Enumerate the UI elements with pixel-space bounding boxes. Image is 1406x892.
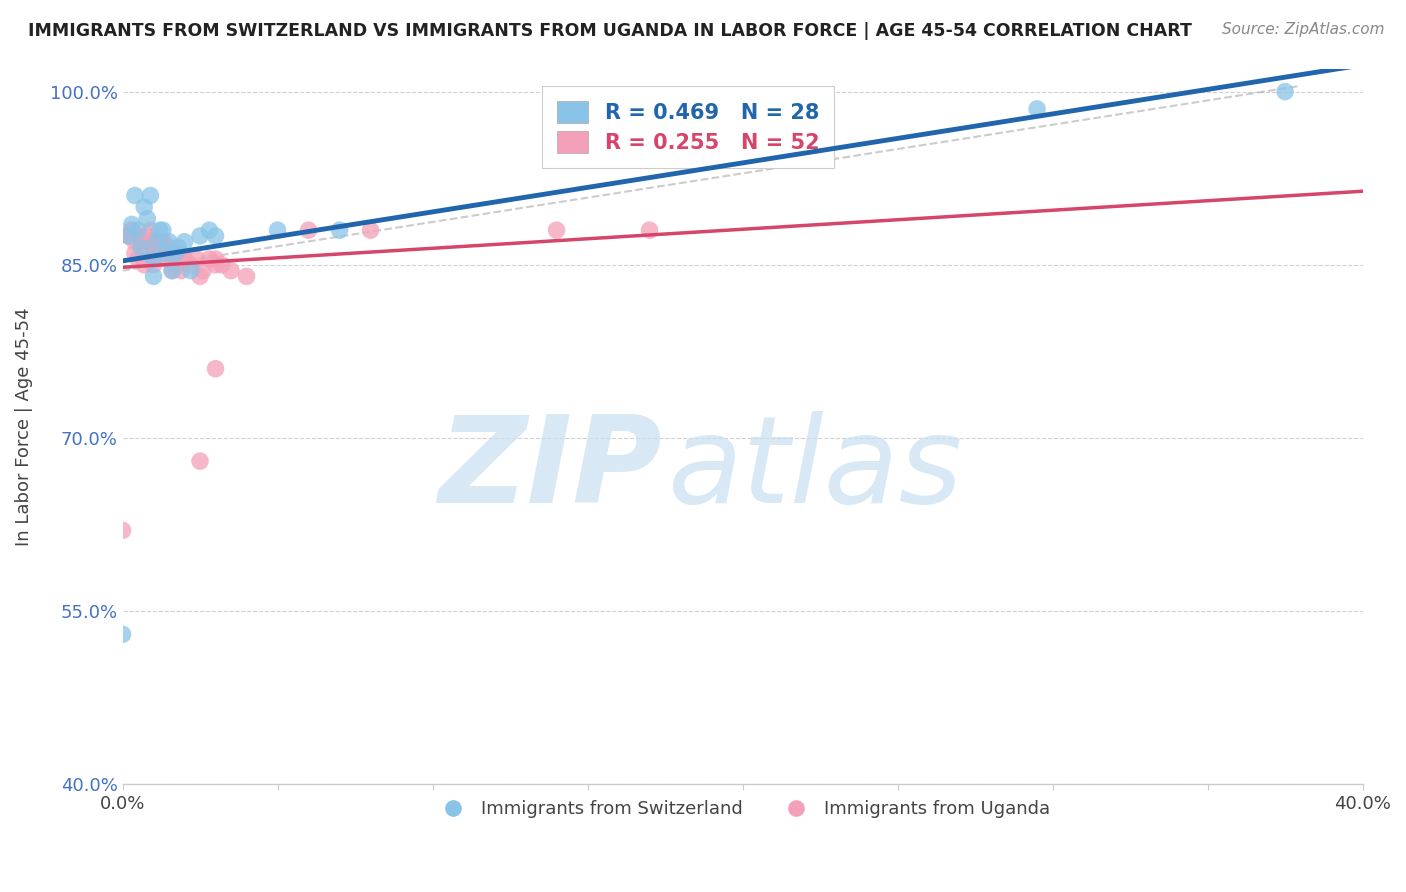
Point — [219, 263, 242, 277]
Point — [111, 524, 134, 538]
Point — [180, 263, 202, 277]
Point — [167, 246, 190, 260]
Point — [121, 218, 143, 232]
Text: IMMIGRANTS FROM SWITZERLAND VS IMMIGRANTS FROM UGANDA IN LABOR FORCE | AGE 45-54: IMMIGRANTS FROM SWITZERLAND VS IMMIGRANT… — [28, 22, 1192, 40]
Point — [127, 229, 149, 244]
Point — [142, 258, 165, 272]
Point — [297, 223, 319, 237]
Point — [118, 229, 141, 244]
Point — [155, 252, 177, 266]
Point — [139, 235, 162, 249]
Point — [204, 252, 226, 266]
Point — [188, 269, 211, 284]
Point — [1026, 102, 1049, 116]
Point — [235, 269, 257, 284]
Point — [149, 246, 172, 260]
Point — [127, 223, 149, 237]
Point — [160, 263, 183, 277]
Point — [167, 258, 190, 272]
Point — [328, 223, 350, 237]
Point — [139, 223, 162, 237]
Point — [173, 252, 195, 266]
Point — [546, 223, 568, 237]
Point — [157, 240, 180, 254]
Point — [136, 229, 159, 244]
Point — [127, 252, 149, 266]
Point — [118, 229, 141, 244]
Point — [180, 258, 202, 272]
Y-axis label: In Labor Force | Age 45-54: In Labor Force | Age 45-54 — [15, 307, 32, 546]
Point — [170, 263, 193, 277]
Point — [145, 235, 167, 249]
Point — [134, 235, 156, 249]
Point — [165, 258, 187, 272]
Point — [129, 235, 152, 249]
Point — [167, 240, 190, 254]
Point — [142, 269, 165, 284]
Text: ZIP: ZIP — [439, 411, 662, 528]
Point — [1274, 85, 1296, 99]
Point — [145, 252, 167, 266]
Point — [152, 235, 174, 249]
Point — [204, 229, 226, 244]
Point — [198, 252, 221, 266]
Point — [188, 454, 211, 468]
Text: atlas: atlas — [668, 411, 963, 528]
Point — [157, 235, 180, 249]
Point — [157, 246, 180, 260]
Point — [124, 246, 146, 260]
Point — [152, 223, 174, 237]
Point — [198, 223, 221, 237]
Point — [118, 229, 141, 244]
Point — [129, 235, 152, 249]
Point — [160, 252, 183, 266]
Point — [160, 263, 183, 277]
Point — [134, 200, 156, 214]
Point — [152, 235, 174, 249]
Point — [266, 223, 288, 237]
Point — [155, 246, 177, 260]
Legend: Immigrants from Switzerland, Immigrants from Uganda: Immigrants from Switzerland, Immigrants … — [429, 793, 1057, 825]
Point — [638, 223, 661, 237]
Point — [142, 252, 165, 266]
Point — [121, 223, 143, 237]
Point — [360, 223, 382, 237]
Point — [134, 258, 156, 272]
Point — [204, 258, 226, 272]
Point — [136, 211, 159, 226]
Point — [173, 252, 195, 266]
Point — [165, 246, 187, 260]
Point — [145, 240, 167, 254]
Point — [191, 263, 214, 277]
Point — [149, 235, 172, 249]
Point — [186, 252, 208, 266]
Point — [142, 246, 165, 260]
Point — [173, 235, 195, 249]
Text: Source: ZipAtlas.com: Source: ZipAtlas.com — [1222, 22, 1385, 37]
Point — [121, 223, 143, 237]
Point — [111, 627, 134, 641]
Point — [211, 258, 233, 272]
Point — [204, 361, 226, 376]
Point — [136, 240, 159, 254]
Point — [139, 188, 162, 202]
Point — [129, 240, 152, 254]
Point — [124, 188, 146, 202]
Point — [188, 229, 211, 244]
Point — [124, 235, 146, 249]
Point — [149, 223, 172, 237]
